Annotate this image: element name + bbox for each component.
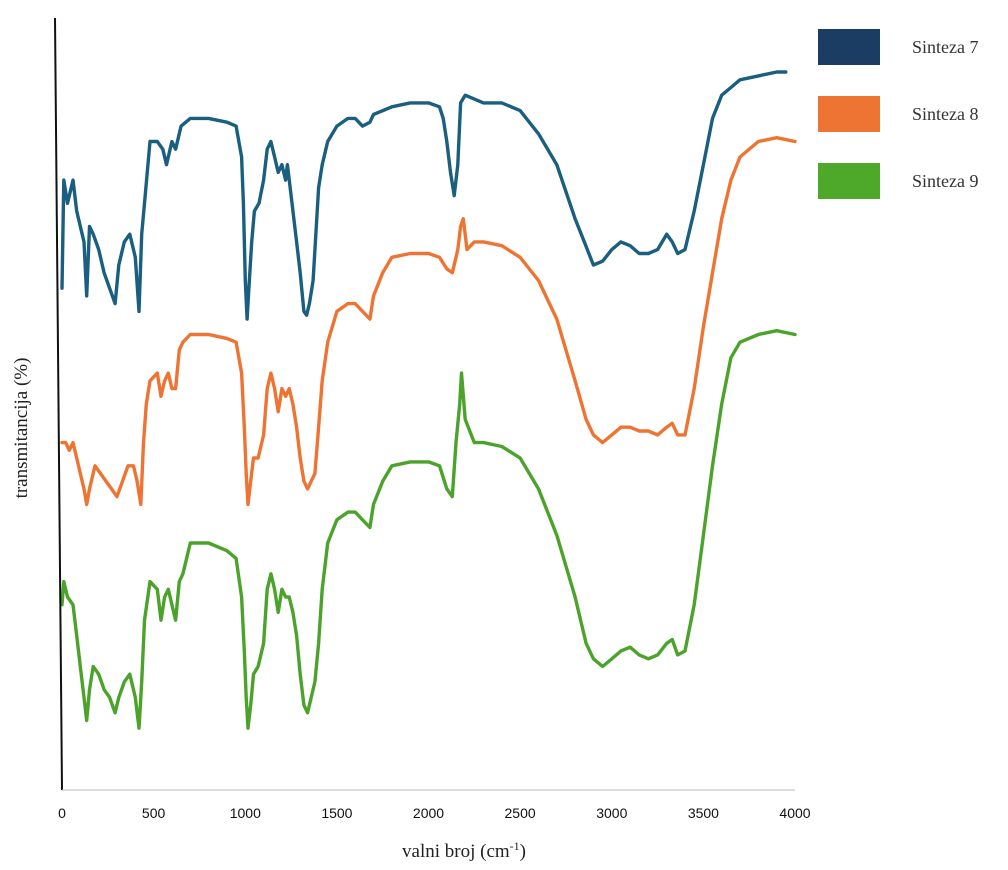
x-axis-title: valni broj (cm-1) — [402, 839, 526, 862]
x-axis-title-close: ) — [520, 841, 526, 862]
legend-swatch-2 — [818, 96, 880, 132]
y-axis-title: transmitancija (%) — [11, 358, 32, 499]
x-tick-label: 4000 — [779, 805, 810, 821]
legend-label-1: Sinteza 7 — [912, 37, 978, 57]
series-line-3 — [60, 329, 797, 730]
x-tick-label: 500 — [142, 805, 166, 821]
x-tick-label: 0 — [58, 805, 66, 821]
x-tick-label: 1000 — [230, 805, 261, 821]
legend-label-3: Sinteza 9 — [912, 171, 978, 191]
x-tick-label: 2000 — [413, 805, 444, 821]
x-tick-label: 3500 — [688, 805, 719, 821]
y-axis-line — [54, 17, 63, 791]
legend-swatch-3 — [818, 163, 880, 199]
x-tick-label: 2500 — [505, 805, 536, 821]
plot-area — [54, 17, 797, 791]
legend-label-2: Sinteza 8 — [912, 104, 978, 124]
x-tick-labels: 0 500 1000 1500 2000 2500 3000 3500 4000 — [58, 805, 811, 821]
x-tick-label: 3000 — [596, 805, 627, 821]
series-group — [60, 70, 797, 730]
x-tick-label: 1500 — [321, 805, 352, 821]
legend-swatch-1 — [818, 29, 880, 65]
legend: Sinteza 7 Sinteza 8 Sinteza 9 — [818, 29, 978, 199]
series-line-1 — [60, 70, 788, 321]
x-axis-title-superscript: -1 — [510, 839, 520, 853]
series-line-2 — [60, 136, 797, 507]
